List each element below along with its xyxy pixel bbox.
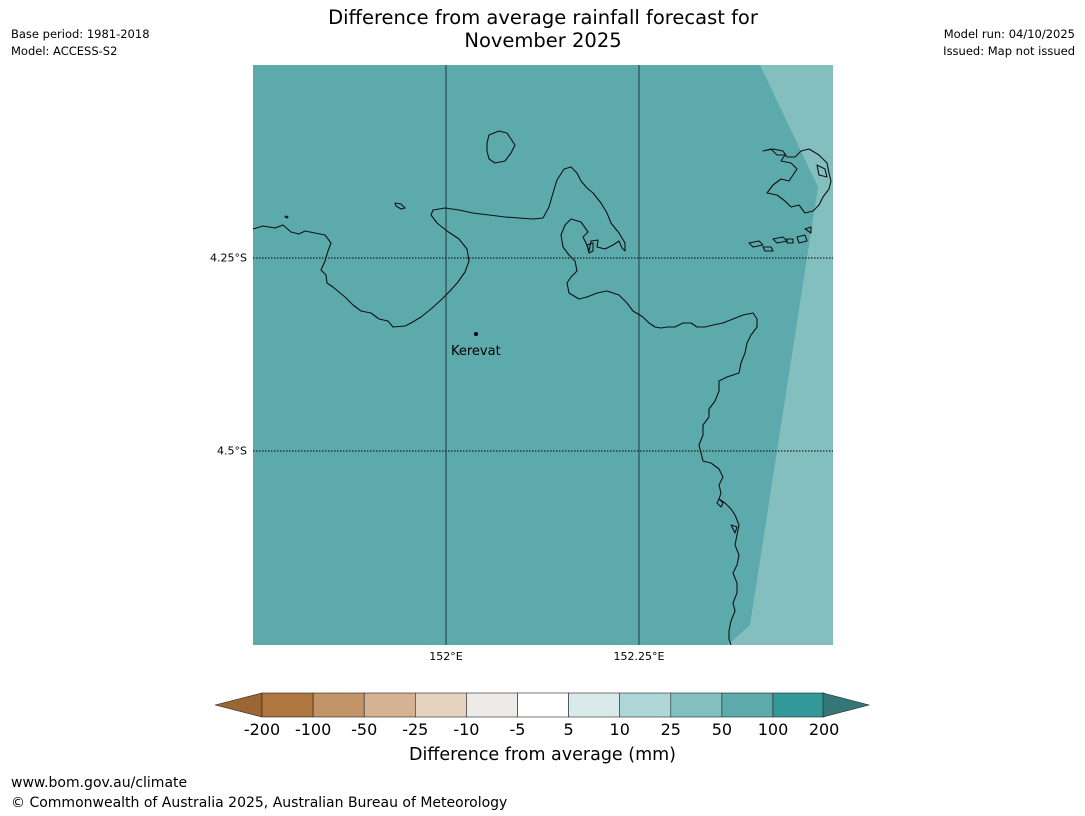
colorbar-tick: 25 [660, 720, 681, 739]
colorbar-tick: -50 [351, 720, 378, 739]
colorbar-box-8 [619, 692, 672, 718]
colorbar-tick: 100 [757, 720, 789, 739]
model-run: Model run: 04/10/2025 [943, 27, 1075, 41]
colorbar-boxes [261, 692, 825, 718]
footer-url[interactable]: www.bom.gov.au/climate [11, 775, 188, 791]
colorbar-box-10 [721, 692, 774, 718]
lon-label-152-25: 152.25°E [613, 650, 665, 663]
kerevat-marker[interactable] [474, 332, 478, 336]
lat-label-4-5: 4.5°S [217, 444, 247, 458]
colorbar-label: Difference from average (mm) [408, 745, 677, 765]
map-svg[interactable]: Kerevat [253, 65, 833, 645]
colorbar-box-9 [670, 692, 723, 718]
map-panel[interactable]: Kerevat [253, 65, 833, 645]
colorbar-tick: 10 [609, 720, 630, 739]
islet-coast-b [730, 524, 738, 534]
island-dy-east [816, 164, 828, 178]
colorbar-box-2 [312, 692, 365, 718]
colorbar-tick: -10 [453, 720, 480, 739]
island-dy-sw-d [786, 238, 794, 244]
meta-right: Model run: 04/10/2025 Issued: Map not is… [943, 26, 1075, 60]
colorbar-tick: 50 [711, 720, 733, 739]
colorbar-box-7 [568, 692, 621, 718]
coastline [253, 130, 832, 645]
colorbar [215, 692, 871, 718]
island-dy-s [796, 234, 808, 244]
island-dy-s2 [804, 226, 812, 234]
colorbar-extend-low [215, 692, 263, 718]
colorbar-tick: -25 [402, 720, 429, 739]
island-dy-sw-b [762, 246, 774, 252]
colorbar-extend-high [822, 692, 871, 718]
islet-coast-a [716, 498, 724, 508]
base-period: Base period: 1981-2018 [11, 27, 150, 41]
colorbar-box-6 [517, 692, 569, 718]
colorbar-box-4 [415, 692, 467, 718]
map-title: Difference from average rainfall forecas… [243, 6, 843, 52]
model-name: Model: ACCESS-S2 [11, 44, 118, 58]
colorbar-tick: -100 [294, 720, 332, 739]
footer-copyright: © Commonwealth of Australia 2025, Austra… [11, 795, 508, 811]
colorbar-tick: 200 [808, 720, 840, 739]
colorbar-box-1 [261, 692, 314, 718]
colorbar-tick: -200 [243, 720, 281, 739]
colorbar-box-5 [466, 692, 518, 718]
lat-label-4-25: 4.25°S [210, 251, 247, 265]
meta-left: Base period: 1981-2018 Model: ACCESS-S2 [11, 26, 150, 60]
colorbar-box-11 [772, 692, 825, 718]
coastline-main [253, 166, 758, 645]
islands-duke-of-york [762, 148, 832, 214]
colorbar-tick: 5 [563, 720, 574, 739]
title-line-1: Difference from average rainfall forecas… [328, 6, 758, 29]
forecast-area-main [253, 65, 833, 645]
island-bay-small [586, 242, 594, 254]
forecast-area-lighter [728, 65, 833, 645]
island-west-islet [284, 215, 289, 219]
colorbar-tick: -5 [509, 720, 526, 739]
island-small-north [394, 202, 406, 210]
lon-label-152: 152°E [429, 650, 463, 663]
title-line-2: November 2025 [464, 29, 622, 52]
island-north-central [486, 130, 516, 164]
colorbar-box-3 [363, 692, 416, 718]
kerevat-label: Kerevat [451, 344, 501, 359]
issued-status: Issued: Map not issued [943, 44, 1075, 58]
island-dy-sw-a [748, 240, 764, 248]
